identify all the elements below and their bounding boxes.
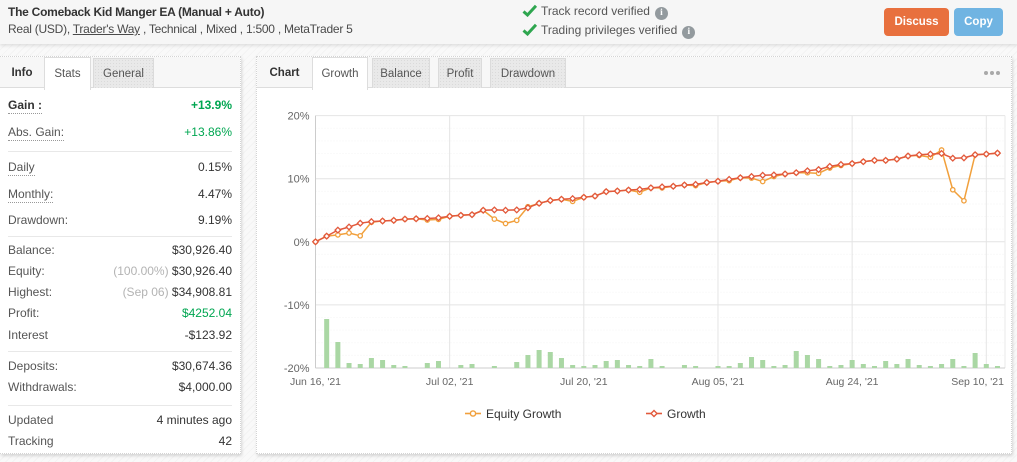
svg-text:Sep 10, '21: Sep 10, '21 xyxy=(951,376,1004,388)
svg-text:-20%: -20% xyxy=(284,363,310,375)
svg-text:20%: 20% xyxy=(287,111,309,123)
svg-text:Aug 05, '21: Aug 05, '21 xyxy=(692,376,745,388)
svg-text:10%: 10% xyxy=(287,174,309,186)
svg-text:0%: 0% xyxy=(294,237,310,249)
svg-text:Jul 02, '21: Jul 02, '21 xyxy=(426,376,474,388)
svg-text:-10%: -10% xyxy=(284,300,310,312)
svg-text:Jul 20, '21: Jul 20, '21 xyxy=(560,376,608,388)
svg-text:Growth: Growth xyxy=(667,407,706,421)
svg-text:Jun 16, '21: Jun 16, '21 xyxy=(290,376,341,388)
svg-text:Aug 24, '21: Aug 24, '21 xyxy=(826,376,879,388)
svg-text:Equity Growth: Equity Growth xyxy=(486,407,561,421)
